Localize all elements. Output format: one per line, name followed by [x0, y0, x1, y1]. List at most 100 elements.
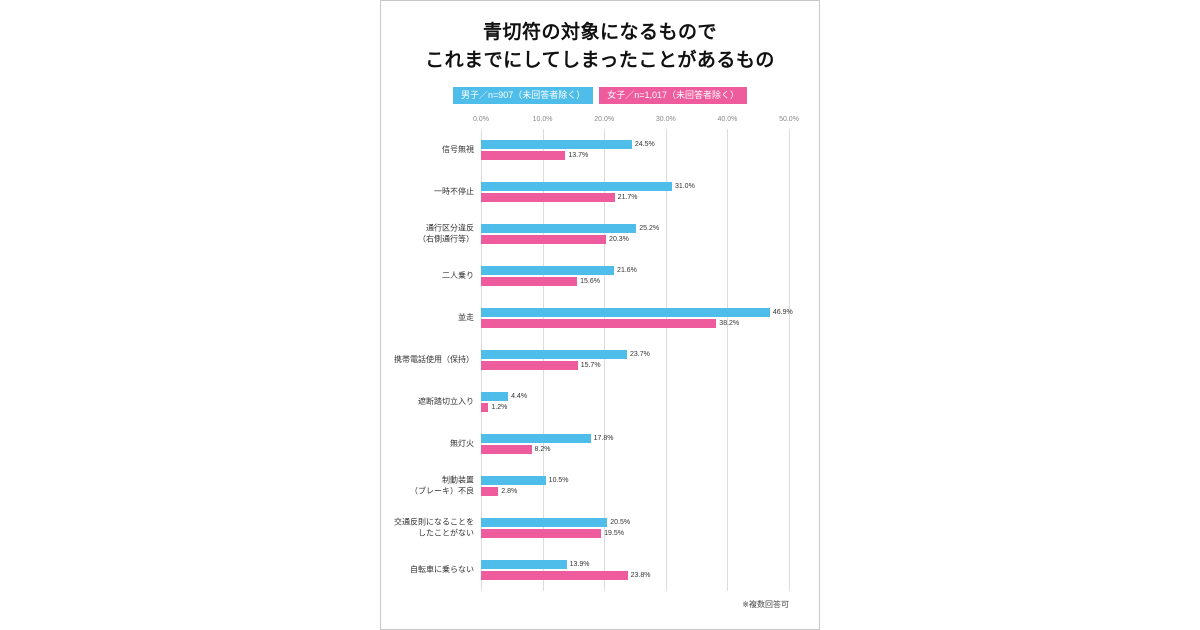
bar-value: 15.7%: [580, 361, 601, 369]
bar-line-female: 1.2%: [481, 402, 789, 412]
bar-male: [481, 349, 627, 359]
category-label: 信号無視: [442, 145, 474, 155]
bar-value: 2.8%: [501, 487, 518, 495]
x-tick-label: 40.0%: [717, 115, 738, 123]
bar-value: 25.2%: [639, 224, 660, 232]
bar-female: [481, 318, 717, 328]
x-tick-label: 30.0%: [655, 115, 676, 123]
bar-line-female: 21.7%: [481, 192, 789, 202]
category-label: 交通反則になることを したことがない: [394, 517, 474, 538]
bar-value: 23.8%: [630, 571, 651, 579]
bar-male: [481, 391, 509, 401]
bar-line-female: 15.7%: [481, 360, 789, 370]
chart-row: 自転車に乗らない 13.9% 23.8%: [410, 549, 789, 591]
gridline: [542, 128, 544, 591]
bar-value: 8.2%: [534, 445, 551, 453]
footnote: ※複数回答可: [742, 599, 789, 609]
bar-female: [481, 192, 615, 202]
bar-value: 13.9%: [569, 560, 590, 568]
bar-male: [481, 517, 608, 527]
bar-male: [481, 139, 632, 149]
category-label: 携帯電話使用（保持）: [394, 355, 474, 365]
chart-row: 制動装置 （ブレーキ）不良 10.5% 2.8%: [410, 465, 789, 507]
chart-row: 携帯電話使用（保持） 23.7% 15.7%: [394, 339, 789, 381]
bar-value: 20.3%: [609, 235, 629, 243]
bar-female: [481, 150, 566, 160]
bar-value: 17.8%: [593, 434, 614, 442]
bar-female: [481, 276, 578, 286]
bar-value: 23.7%: [629, 350, 650, 358]
gridline: [727, 128, 729, 591]
gridline: [789, 128, 790, 591]
chart-row: 交通反則になることを したことがない 20.5% 19.5%: [394, 507, 789, 549]
category-label: 遮断踏切立入り: [418, 397, 474, 407]
bar-value: 38.2%: [719, 319, 740, 327]
category-label: 並走: [458, 313, 474, 323]
bar-line-male: 23.7%: [481, 349, 789, 359]
bar-female: [481, 444, 532, 454]
bar-value: 20.5%: [610, 518, 631, 526]
bar-female: [481, 528, 602, 538]
x-tick-label: 50.0%: [779, 115, 799, 123]
bar-male: [481, 223, 637, 233]
bar-line-female: 8.2%: [481, 444, 789, 454]
bar-line-male: 13.9%: [481, 559, 789, 569]
bar-line-male: 4.4%: [481, 391, 789, 401]
category-label: 二人乗り: [442, 271, 474, 281]
gridline: [481, 128, 482, 591]
chart-row: 無灯火 17.8% 8.2%: [450, 423, 789, 465]
bar-value: 1.2%: [491, 403, 508, 411]
gridline: [604, 128, 606, 591]
category-label: 制動装置 （ブレーキ）不良: [410, 475, 474, 496]
x-tick-label: 20.0%: [594, 115, 615, 123]
bar-female: [481, 360, 578, 370]
bar-line-female: 23.8%: [481, 570, 789, 580]
bar-female: [481, 234, 607, 244]
bar-value: 4.4%: [511, 392, 528, 400]
category-label: 一時不停止: [434, 187, 474, 197]
bar-line-female: 15.6%: [481, 276, 789, 286]
bar-chart: 0.0% 10.0% 20.0% 30.0% 40.0% 50.0% 信号無視 24.5% 1…: [394, 115, 799, 591]
bar-line-male: 17.8%: [481, 433, 789, 443]
category-label: 通行区分違反 （右側通行等）: [418, 223, 474, 244]
bar-female: [481, 402, 489, 412]
bar-value: 24.5%: [634, 140, 655, 148]
bar-line-male: 20.5%: [481, 517, 789, 527]
bar-value: 19.5%: [604, 529, 624, 537]
bar-line-female: 38.2%: [481, 318, 789, 328]
survey-card: 青切符の対象になるもので これまでにしてしまったことがあるもの 男子／n=907…: [380, 0, 820, 630]
bar-line-female: 13.7%: [481, 150, 789, 160]
chart-row: 通行区分違反 （右側通行等） 25.2% 20.3%: [418, 213, 789, 255]
bar-line-male: 10.5%: [481, 475, 789, 485]
bar-value: 15.6%: [580, 277, 600, 285]
bar-female: [481, 486, 499, 496]
category-label: 無灯火: [450, 439, 474, 449]
bar-male: [481, 307, 770, 317]
x-tick-label: 0.0%: [473, 115, 489, 123]
bar-male: [481, 559, 567, 569]
bar-value: 21.7%: [617, 193, 638, 201]
bar-female: [481, 570, 628, 580]
bar-line-female: 2.8%: [481, 486, 789, 496]
chart-row: 信号無視 24.5% 13.7%: [442, 129, 789, 171]
bar-male: [481, 475, 546, 485]
gridline: [665, 128, 667, 591]
bar-value: 31.0%: [674, 182, 695, 190]
bar-value: 13.7%: [568, 151, 589, 159]
chart-row: 並走 46.9% 38.2%: [458, 297, 793, 339]
bar-line-male: 31.0%: [481, 181, 789, 191]
bar-value: 46.9%: [772, 308, 793, 316]
plot-area: 信号無視 24.5% 13.7% 一時不停止 31.0% 21.7% 通行区分違反 （右側通…: [394, 128, 793, 591]
bar-line-male: 25.2%: [481, 223, 789, 233]
x-tick-label: 10.0%: [532, 115, 553, 123]
bar-value: 10.5%: [548, 476, 569, 484]
x-axis: 0.0% 10.0% 20.0% 30.0% 40.0% 50.0%: [473, 115, 799, 126]
bar-male: [481, 181, 672, 191]
chart-row: 二人乗り 21.6% 15.6%: [442, 255, 789, 297]
page-title: 青切符の対象になるもので これまでにしてしまったことがあるもの: [381, 19, 819, 74]
chart-legend: 男子／n=907（未回答者除く） 女子／n=1,017（未回答者除く）: [381, 87, 819, 104]
chart-row: 遮断踏切立入り 4.4% 1.2%: [418, 381, 789, 423]
chart-row: 一時不停止 31.0% 21.7%: [434, 171, 789, 213]
legend-male: 男子／n=907（未回答者除く）: [452, 87, 594, 104]
category-label: 自転車に乗らない: [410, 565, 474, 575]
